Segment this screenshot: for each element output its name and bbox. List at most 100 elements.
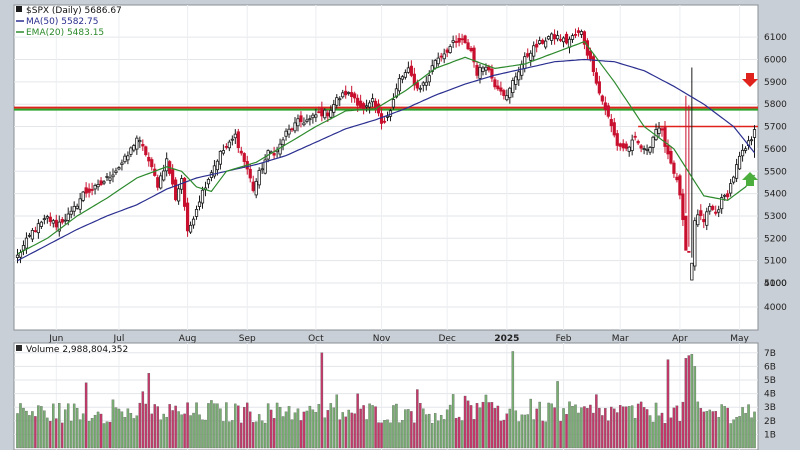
volume-bar (245, 402, 249, 449)
volume-bar (362, 405, 365, 449)
candle-body (711, 205, 715, 210)
volume-bar (660, 412, 664, 449)
volume-bar (633, 418, 637, 449)
candle-body (314, 114, 318, 118)
volume-bar (43, 410, 46, 449)
candle-body (332, 104, 336, 113)
volume-bar (326, 410, 330, 449)
candle-body (72, 205, 76, 212)
candle-body (296, 118, 300, 127)
candle-body (690, 262, 694, 281)
volume-bar (117, 408, 121, 449)
volume-bar (395, 403, 398, 449)
candle-body (484, 66, 488, 71)
candle-body (197, 201, 202, 207)
volume-bar (156, 406, 159, 449)
candle-body (260, 168, 264, 171)
candle-body (215, 160, 220, 171)
volume-bar (735, 417, 738, 449)
candle-body (726, 193, 730, 198)
volume-bar (493, 408, 497, 449)
volume-bar (529, 398, 532, 449)
candle-body (406, 67, 410, 73)
volume-bar (648, 415, 652, 449)
volume-bar (699, 408, 703, 449)
candle-body (254, 180, 258, 196)
volume-bar (320, 352, 324, 449)
candle-body (570, 35, 575, 40)
candle-body (421, 82, 425, 86)
price-tick-label: 6000 (764, 56, 787, 66)
candle-body (239, 150, 243, 154)
candle-body (639, 145, 643, 149)
candle-body (60, 219, 64, 223)
volume-tick-label: 6B (764, 362, 776, 372)
volume-bar (49, 420, 52, 449)
volume-bar (475, 403, 479, 449)
volume-bar (380, 422, 383, 449)
candle-body (24, 237, 29, 249)
candle-body (224, 146, 228, 148)
candle-body (749, 139, 754, 142)
candle-body (57, 221, 61, 232)
volume-bar (111, 399, 115, 449)
candle-body (555, 35, 560, 40)
volume-tick-label: 5B (764, 376, 776, 386)
volume-bar (293, 412, 297, 449)
volume-bar (251, 422, 255, 449)
volume-bar (702, 411, 706, 449)
volume-bar (93, 415, 97, 449)
volume-bar (75, 407, 79, 449)
candle-body (102, 181, 106, 184)
candle-body (108, 177, 112, 181)
candle-body (675, 176, 679, 181)
candle-body (433, 60, 437, 69)
price-tick-label: 4100 (764, 279, 787, 289)
volume-bar (741, 407, 744, 449)
volume-bar (589, 404, 592, 449)
volume-bar (28, 415, 31, 449)
volume-bar (595, 394, 598, 449)
volume-bar (738, 416, 741, 449)
volume-bar (729, 423, 732, 449)
candle-body (651, 136, 655, 148)
candle-body (508, 87, 512, 99)
candle-body (129, 147, 133, 155)
candle-body (317, 111, 321, 114)
candle-body (212, 165, 217, 177)
volume-bar (105, 421, 109, 449)
candle-body (81, 191, 85, 201)
volume-bar (523, 414, 527, 449)
volume-bar (81, 413, 85, 449)
volume-bar (654, 402, 658, 449)
candle-body (469, 47, 473, 52)
candle-body (696, 214, 700, 226)
volume-bar (487, 402, 491, 449)
volume-bar (368, 403, 371, 449)
volume-bar (278, 406, 282, 449)
volume-bar (714, 411, 717, 449)
volume-bar (90, 418, 94, 449)
candle-body (594, 72, 598, 84)
volume-bar (248, 411, 252, 449)
volume-bar (607, 420, 610, 449)
volume-bar (574, 404, 577, 449)
volume-bar (490, 402, 494, 449)
candle-body (177, 188, 181, 202)
volume-bar (216, 403, 219, 449)
date-tick-label: Nov (373, 334, 391, 344)
volume-bar (684, 358, 688, 449)
candle-body (517, 71, 521, 81)
candle-body (496, 85, 500, 90)
candle-body (591, 56, 595, 72)
candle-body (532, 45, 536, 57)
candle-body (51, 220, 55, 224)
candle-body (290, 128, 294, 131)
volume-bar (544, 421, 547, 449)
candle-body (305, 119, 309, 122)
volume-bar (726, 407, 729, 449)
volume-bar (708, 409, 712, 449)
candle-body (505, 95, 509, 101)
volume-bar (198, 414, 201, 449)
